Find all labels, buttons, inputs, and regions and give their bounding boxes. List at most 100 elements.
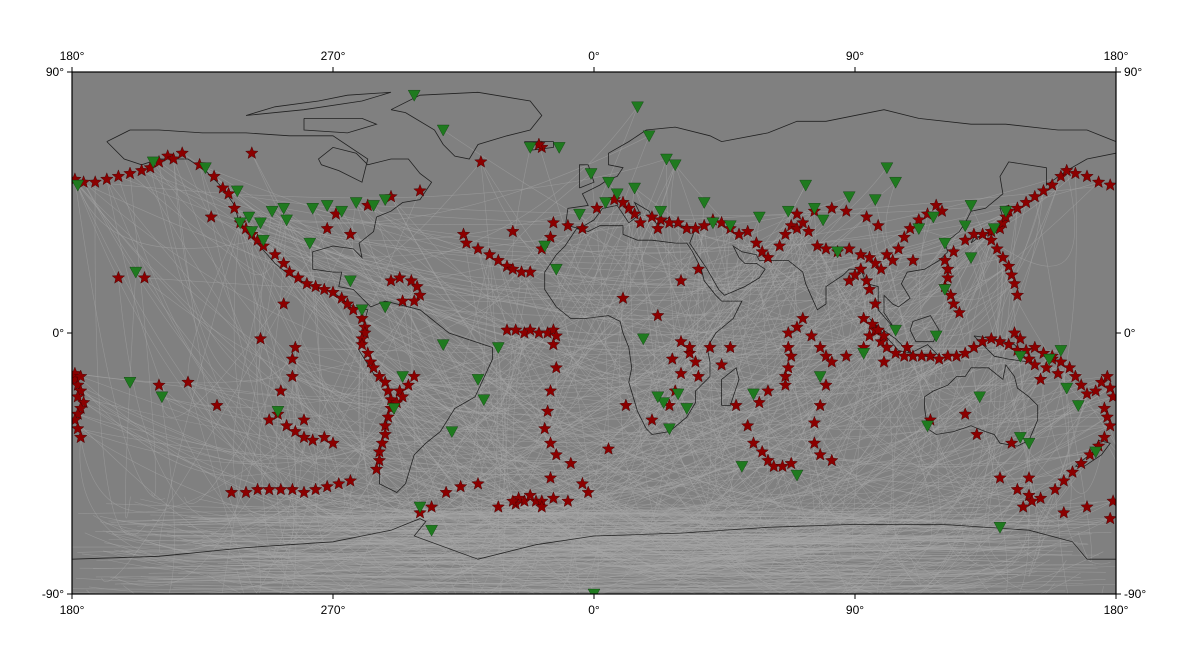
ray-path: [387, 251, 954, 459]
ray-path: [446, 347, 506, 594]
event-star-icon: [665, 352, 680, 365]
event-markers: [72, 137, 1116, 525]
ray-path: [224, 562, 1025, 574]
station-triangle-icon: [654, 205, 668, 218]
event-star-icon: [923, 349, 938, 362]
event-star-icon: [854, 262, 868, 275]
event-star-icon: [372, 453, 387, 467]
event-star-icon: [848, 267, 862, 281]
ray-path: [756, 242, 1099, 509]
ray-path: [788, 347, 963, 571]
ray-path: [1004, 350, 1067, 423]
station-triangle-icon: [752, 211, 766, 224]
event-star-icon: [871, 323, 885, 336]
event-star-icon: [549, 360, 564, 374]
ray-path: [286, 184, 1111, 225]
ray-path: [353, 585, 867, 594]
event-star-icon: [250, 482, 265, 496]
bottom-label-270: 270°: [321, 603, 346, 617]
ray-path: [521, 271, 1081, 594]
event-star-icon: [76, 395, 91, 409]
station-triangle-icon: [265, 205, 279, 218]
station-triangle-icon: [277, 203, 291, 215]
event-star-icon: [511, 491, 526, 505]
ray-path: [680, 173, 1076, 288]
event-star-icon: [160, 149, 175, 162]
ray-path: [552, 466, 743, 495]
event-star-icon: [825, 354, 839, 368]
ray-path: [367, 202, 1027, 216]
ray-path: [556, 234, 983, 413]
station-triangle-icon: [254, 217, 267, 230]
event-star-icon: [1039, 360, 1054, 374]
event-star-icon: [1057, 505, 1071, 519]
ray-path: [463, 489, 1018, 594]
event-star-icon: [856, 311, 871, 325]
ray-path: [161, 355, 1021, 448]
ray-path: [251, 234, 418, 327]
ray-path: [74, 202, 624, 384]
event-star-icon: [291, 270, 305, 284]
event-star-icon: [355, 337, 369, 351]
station-triangle-icon: [436, 339, 450, 352]
event-star-icon: [1074, 456, 1088, 470]
station-triangle-icon: [367, 200, 380, 212]
event-star-icon: [877, 328, 891, 342]
event-star-icon: [523, 323, 537, 336]
event-star-icon: [407, 294, 421, 307]
event-star-icon: [761, 383, 775, 397]
ray-path: [104, 231, 809, 552]
ray-path: [163, 569, 809, 583]
event-star-icon: [682, 346, 697, 360]
ray-path: [579, 213, 754, 397]
event-star-icon: [842, 241, 856, 255]
top-label-180e: 180°: [1104, 49, 1129, 63]
event-star-icon: [952, 305, 967, 319]
station-triangle-icon: [1060, 382, 1074, 395]
event-star-icon: [100, 172, 114, 186]
ray-path: [762, 190, 1044, 461]
station-triangle-icon: [602, 176, 615, 189]
ray-path: [102, 211, 789, 536]
ray-path: [1060, 361, 1093, 562]
ray-path: [989, 266, 1050, 410]
event-star-icon: [819, 378, 833, 391]
event-star-icon: [1013, 331, 1028, 345]
ray-path: [123, 489, 293, 594]
event-star-icon: [508, 323, 523, 336]
event-star-icon: [1074, 378, 1088, 391]
station-triangle-icon: [146, 156, 160, 169]
station-triangle-icon: [344, 275, 357, 288]
coastline: [72, 518, 1116, 560]
ray-path: [712, 222, 798, 556]
event-star-icon: [714, 357, 729, 371]
event-star-icon: [975, 227, 990, 241]
ray-path: [413, 402, 760, 594]
event-star-icon: [300, 276, 314, 290]
event-star-icon: [204, 209, 218, 223]
event-star-icon: [471, 476, 485, 490]
event-star-icon: [790, 207, 804, 220]
event-star-icon: [73, 401, 88, 415]
event-star-icon: [807, 436, 822, 449]
event-star-icon: [912, 212, 926, 226]
event-star-icon: [334, 291, 349, 304]
ray-path: [678, 196, 850, 225]
ray-path: [101, 277, 299, 582]
event-star-icon: [543, 230, 558, 244]
event-star-icon: [134, 163, 149, 177]
station-triangle-icon: [723, 220, 737, 233]
coastlines: [72, 91, 1116, 560]
ray-path: [141, 170, 557, 487]
ray-path: [166, 382, 1102, 585]
event-star-icon: [1016, 499, 1030, 513]
event-star-icon: [111, 169, 126, 183]
event-star-icon: [392, 270, 407, 284]
event-star-icon: [540, 404, 555, 418]
ray-path: [80, 431, 296, 513]
ray-path: [387, 416, 1051, 594]
event-star-icon: [906, 253, 920, 267]
ray-path: [825, 248, 1030, 469]
station-triangle-icon: [912, 223, 926, 236]
event-star-icon: [227, 201, 242, 215]
